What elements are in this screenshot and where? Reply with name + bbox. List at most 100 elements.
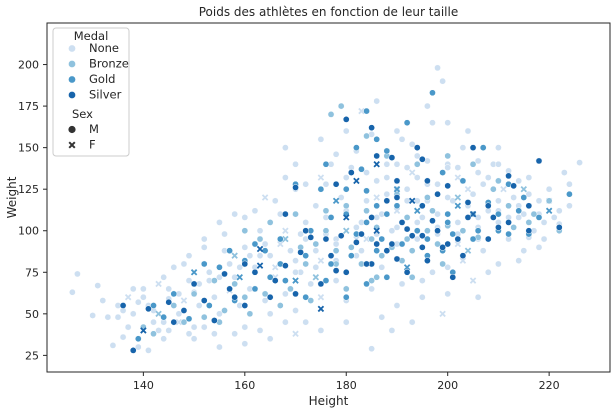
- point-male: [545, 185, 553, 193]
- point-male: [434, 210, 441, 218]
- point-male: [211, 277, 218, 284]
- point-male: [170, 263, 178, 271]
- point-male: [525, 174, 533, 181]
- point-male: [363, 280, 370, 288]
- point-male: [119, 302, 127, 309]
- point-male: [388, 240, 396, 248]
- point-male: [449, 197, 457, 205]
- point-female: [393, 207, 401, 215]
- point-male: [373, 97, 381, 105]
- point-male: [200, 297, 208, 304]
- point-male: [271, 277, 279, 284]
- point-male: [292, 160, 299, 168]
- point-male: [327, 260, 335, 268]
- point-male: [342, 268, 350, 276]
- point-male: [342, 127, 350, 135]
- point-male: [393, 160, 401, 168]
- point-male: [418, 155, 426, 163]
- point-male: [403, 214, 411, 221]
- point-male: [140, 285, 147, 293]
- point-male: [322, 207, 330, 215]
- point-male: [403, 225, 411, 233]
- point-female: [545, 207, 553, 215]
- point-female: [439, 310, 446, 318]
- point-male: [383, 197, 391, 205]
- point-male: [439, 77, 446, 85]
- point-male: [104, 313, 112, 321]
- point-female: [292, 330, 299, 338]
- point-male: [190, 335, 198, 343]
- point-male: [317, 280, 325, 288]
- point-female: [277, 240, 284, 248]
- point-male: [302, 219, 310, 226]
- point-male: [424, 177, 431, 185]
- point-male: [165, 298, 173, 306]
- point-male: [190, 323, 198, 331]
- point-male: [180, 318, 188, 326]
- point-male: [383, 247, 391, 255]
- point-female: [332, 197, 340, 205]
- point-male: [378, 313, 386, 321]
- point-male: [231, 293, 239, 301]
- point-male: [418, 214, 426, 221]
- point-male: [540, 235, 548, 243]
- point-male: [495, 177, 502, 185]
- point-male: [576, 159, 583, 166]
- x-tick-label: 160: [234, 379, 255, 392]
- point-female: [272, 264, 279, 271]
- point-male: [398, 135, 406, 143]
- point-female: [312, 274, 320, 281]
- point-male: [190, 280, 198, 288]
- legend-label-sex-m: M: [89, 122, 99, 136]
- point-male: [469, 144, 477, 151]
- point-female: [317, 305, 325, 313]
- point-male: [413, 219, 421, 226]
- point-male: [515, 207, 523, 215]
- point-male: [200, 244, 208, 251]
- point-male: [236, 263, 244, 271]
- point-male: [256, 327, 264, 334]
- point-male: [302, 260, 310, 268]
- point-male: [292, 184, 299, 191]
- point-male: [287, 247, 294, 255]
- point-male: [150, 330, 157, 338]
- point-female: [317, 174, 325, 181]
- point-male: [134, 335, 142, 343]
- point-male: [302, 227, 310, 235]
- point-male: [525, 219, 533, 226]
- point-male: [74, 270, 81, 278]
- point-female: [500, 185, 507, 193]
- point-male: [231, 273, 239, 281]
- point-male: [145, 305, 152, 313]
- point-female: [373, 161, 380, 168]
- x-axis: 140 160 180 200 220: [133, 372, 560, 392]
- point-male: [251, 240, 259, 248]
- point-male: [307, 234, 315, 241]
- point-male: [145, 347, 152, 354]
- point-male: [555, 207, 563, 215]
- point-male: [185, 315, 193, 323]
- legend-marker-none: [68, 44, 76, 53]
- point-male: [459, 177, 467, 185]
- y-tick-label: 25: [25, 349, 39, 362]
- point-male: [525, 202, 533, 210]
- point-male: [353, 239, 360, 246]
- point-male: [444, 182, 452, 190]
- point-male: [266, 252, 274, 260]
- point-female: [520, 185, 528, 193]
- point-female: [408, 197, 416, 205]
- point-male: [231, 280, 239, 288]
- point-male: [256, 252, 264, 260]
- point-male: [332, 247, 340, 255]
- point-male: [373, 273, 381, 281]
- point-male: [413, 227, 421, 235]
- point-male: [119, 333, 127, 341]
- point-male: [307, 297, 315, 304]
- point-male: [129, 310, 137, 318]
- point-male: [317, 327, 325, 334]
- point-male: [424, 227, 431, 235]
- point-male: [363, 219, 370, 226]
- point-male: [459, 252, 467, 260]
- point-male: [495, 144, 502, 151]
